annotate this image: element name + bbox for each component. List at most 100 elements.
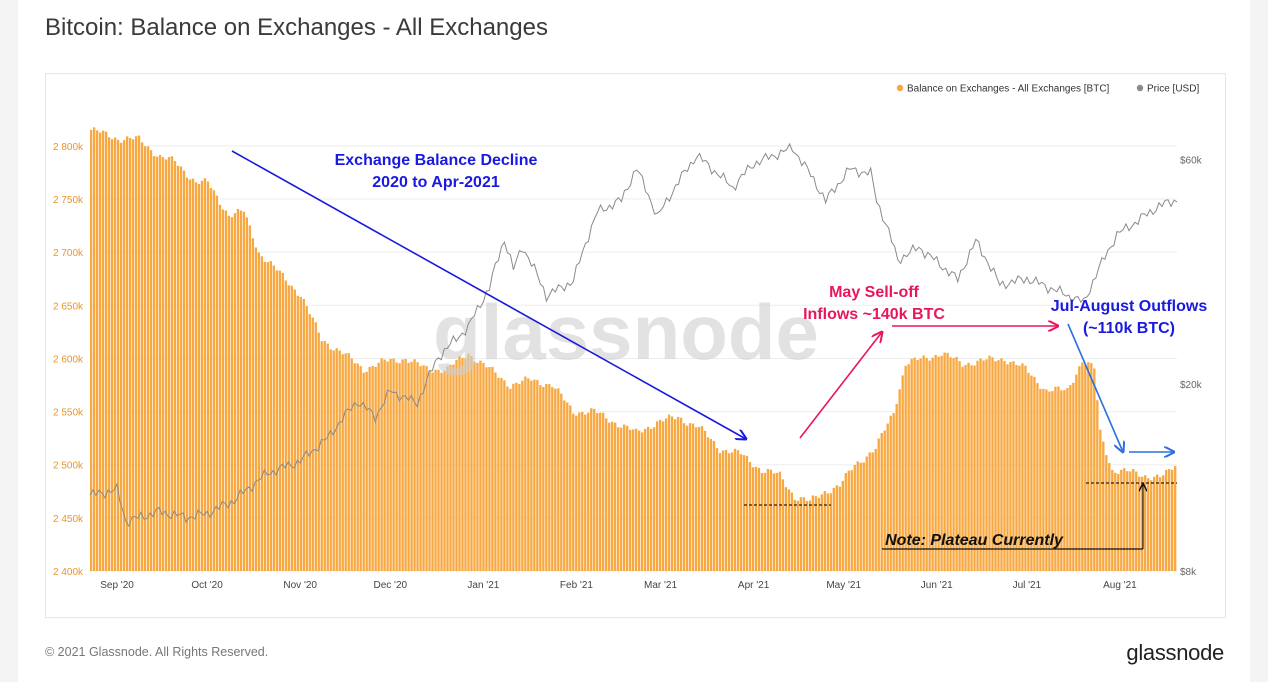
balance-bar [584,414,587,571]
balance-bar [488,366,491,571]
balance-bar [952,358,955,571]
balance-bar [1048,391,1051,571]
x-tick-label: Sep '20 [100,580,134,591]
balance-bar [772,473,776,571]
balance-bar [775,472,779,571]
balance-bar [925,357,928,571]
annotations: Exchange Balance Decline 2020 to Apr-2021… [231,150,1207,550]
balance-bar [832,487,835,571]
x-tick-label: Apr '21 [738,580,770,591]
balance-bar [506,386,509,571]
balance-bar [221,209,225,571]
balance-bar [404,359,407,571]
balance-bar [895,404,898,571]
balance-bar [377,362,380,571]
balance-bar [1174,466,1177,571]
balance-bar [623,424,626,571]
balance-bar [673,419,677,571]
balance-bar [964,364,967,571]
balance-bar [293,289,296,571]
balance-bar [787,489,791,571]
balance-bar [934,354,937,571]
balance-bar [763,472,767,571]
balance-bar [958,361,961,571]
balance-bar [203,178,207,571]
balance-bar [500,378,503,571]
annotation-plateau-note: Note: Plateau Currently [885,532,1064,549]
balance-bar [1057,386,1060,571]
left-tick-label: 2 450k [53,514,84,525]
balance-bar [116,139,120,571]
balance-bar [176,165,180,571]
balance-bar [575,415,578,571]
footer-logo[interactable]: glassnode [1126,640,1224,665]
balance-bar [218,204,222,571]
balance-bar [611,421,614,571]
balance-bar [416,362,419,571]
balance-bar [880,433,883,571]
balance-bar [371,365,374,571]
balance-bar [158,155,162,571]
balance-bar [1129,471,1132,571]
right-tick-label: $60k [1180,156,1203,167]
balance-bar [95,130,99,571]
balance-bar [512,383,515,571]
balance-bar [1138,476,1141,571]
balance-bar [188,179,192,571]
balance-bar [955,356,958,571]
balance-bar [940,355,943,571]
balance-bar [536,380,539,571]
balance-bar [503,380,506,571]
balance-bar [194,182,198,571]
balance-bar [353,363,356,571]
balance-bar [889,415,892,571]
balance-bar [883,430,886,571]
balance-bar [988,355,991,571]
balance-bar [910,358,913,571]
balance-bar [703,430,707,571]
balance-bar [1021,363,1024,571]
balance-bar [805,500,809,571]
balance-bar [856,461,859,571]
balance-bar [661,421,665,571]
balance-bar [1015,365,1018,571]
page-title: Bitcoin: Balance on Exchanges - All Exch… [45,14,548,41]
balance-bar [682,423,686,571]
balance-bar [407,362,410,571]
balance-bar [655,421,659,571]
balance-bar [1087,362,1090,571]
balance-bar [104,131,108,571]
balance-bar [1096,400,1099,571]
legend-swatch-balance [896,84,904,92]
balance-bar [847,470,850,571]
balance-bar [554,388,557,571]
watermark: glassnode [433,288,819,376]
balance-bar [1045,389,1048,571]
balance-bar [242,211,246,571]
annotation-outflows-2: (~110k BTC) [1083,320,1175,337]
balance-bar [518,384,521,571]
balance-bar [865,456,868,571]
balance-bar [380,358,383,571]
balance-bar [401,359,404,571]
balance-bar [733,448,737,571]
left-tick-label: 2 800k [53,142,84,153]
balance-bar [461,357,464,571]
balance-bar [706,437,710,571]
balance-bar [937,356,940,571]
balance-bar [1051,391,1054,571]
balance-bar [790,492,794,571]
balance-bar [344,353,347,571]
balance-bar [1162,475,1165,571]
balance-bar [793,499,797,571]
balance-bar [557,388,560,571]
right-axis: $8k $20k $60k [1180,156,1203,578]
balance-bar [1030,375,1033,571]
balance-bar [491,366,494,571]
balance-bar [602,412,605,571]
balance-bar [386,361,389,571]
balance-bar [347,353,350,571]
balance-bar [1027,372,1030,571]
balance-bar [260,256,264,571]
balance-bar [278,270,281,571]
